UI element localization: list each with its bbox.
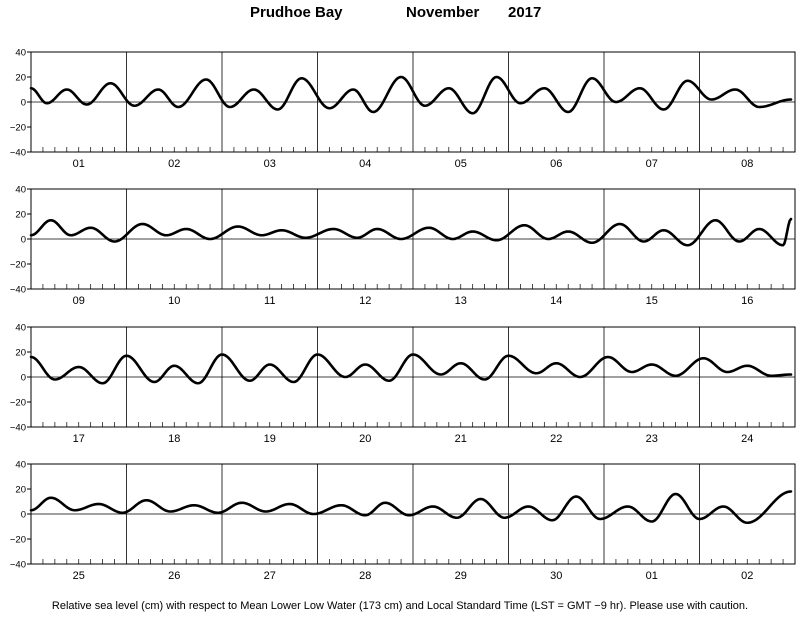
y-tick-label: 40 <box>15 323 26 334</box>
day-label: 02 <box>741 570 753 582</box>
y-tick-label: −20 <box>10 123 26 134</box>
day-label: 04 <box>359 158 371 170</box>
y-tick-label: 20 <box>15 348 26 359</box>
day-label: 14 <box>550 295 562 307</box>
day-label: 24 <box>741 433 753 445</box>
y-tick-label: 20 <box>15 73 26 84</box>
y-tick-label: −20 <box>10 398 26 409</box>
y-tick-label: 40 <box>15 460 26 471</box>
day-label: 06 <box>550 158 562 170</box>
day-label: 10 <box>168 295 180 307</box>
y-tick-label: −40 <box>10 560 26 571</box>
day-label: 09 <box>73 295 85 307</box>
day-label: 16 <box>741 295 753 307</box>
day-label: 28 <box>359 570 371 582</box>
y-tick-label: 0 <box>21 235 26 246</box>
day-label: 20 <box>359 433 371 445</box>
day-label: 02 <box>168 158 180 170</box>
day-label: 05 <box>455 158 467 170</box>
y-tick-label: 0 <box>21 510 26 521</box>
y-tick-label: 0 <box>21 98 26 109</box>
tide-series-line <box>29 75 793 115</box>
y-tick-label: 40 <box>15 185 26 196</box>
day-label: 30 <box>550 570 562 582</box>
day-label: 12 <box>359 295 371 307</box>
y-tick-label: −40 <box>10 285 26 296</box>
day-label: 25 <box>73 570 85 582</box>
y-tick-label: 0 <box>21 373 26 384</box>
tide-series-line <box>29 490 793 525</box>
chart-title: Prudhoe Bay November 2017 <box>0 4 800 28</box>
y-tick-label: 40 <box>15 48 26 59</box>
day-label: 17 <box>73 433 85 445</box>
tide-series-line <box>29 353 793 385</box>
y-tick-label: −20 <box>10 535 26 546</box>
day-label: 11 <box>264 295 275 307</box>
footer-note: Relative sea level (cm) with respect to … <box>51 600 749 612</box>
day-label: 07 <box>646 158 658 170</box>
title-month: November <box>406 4 480 21</box>
y-tick-label: −40 <box>10 423 26 434</box>
tide-series-line <box>29 217 793 247</box>
y-tick-label: 20 <box>15 210 26 221</box>
y-tick-label: 20 <box>15 485 26 496</box>
day-label: 29 <box>455 570 467 582</box>
title-station: Prudhoe Bay <box>250 4 343 21</box>
day-label: 23 <box>646 433 658 445</box>
day-label: 18 <box>168 433 180 445</box>
day-label: 01 <box>646 570 658 582</box>
day-label: 19 <box>264 433 276 445</box>
y-tick-label: −20 <box>10 260 26 271</box>
day-label: 21 <box>455 433 467 445</box>
day-label: 13 <box>455 295 467 307</box>
day-label: 15 <box>646 295 658 307</box>
day-label: 08 <box>741 158 753 170</box>
day-label: 01 <box>73 158 85 170</box>
y-tick-label: −40 <box>10 148 26 159</box>
day-label: 03 <box>264 158 276 170</box>
title-year: 2017 <box>508 4 542 21</box>
day-label: 22 <box>550 433 562 445</box>
day-label: 26 <box>168 570 180 582</box>
day-label: 27 <box>264 570 276 582</box>
